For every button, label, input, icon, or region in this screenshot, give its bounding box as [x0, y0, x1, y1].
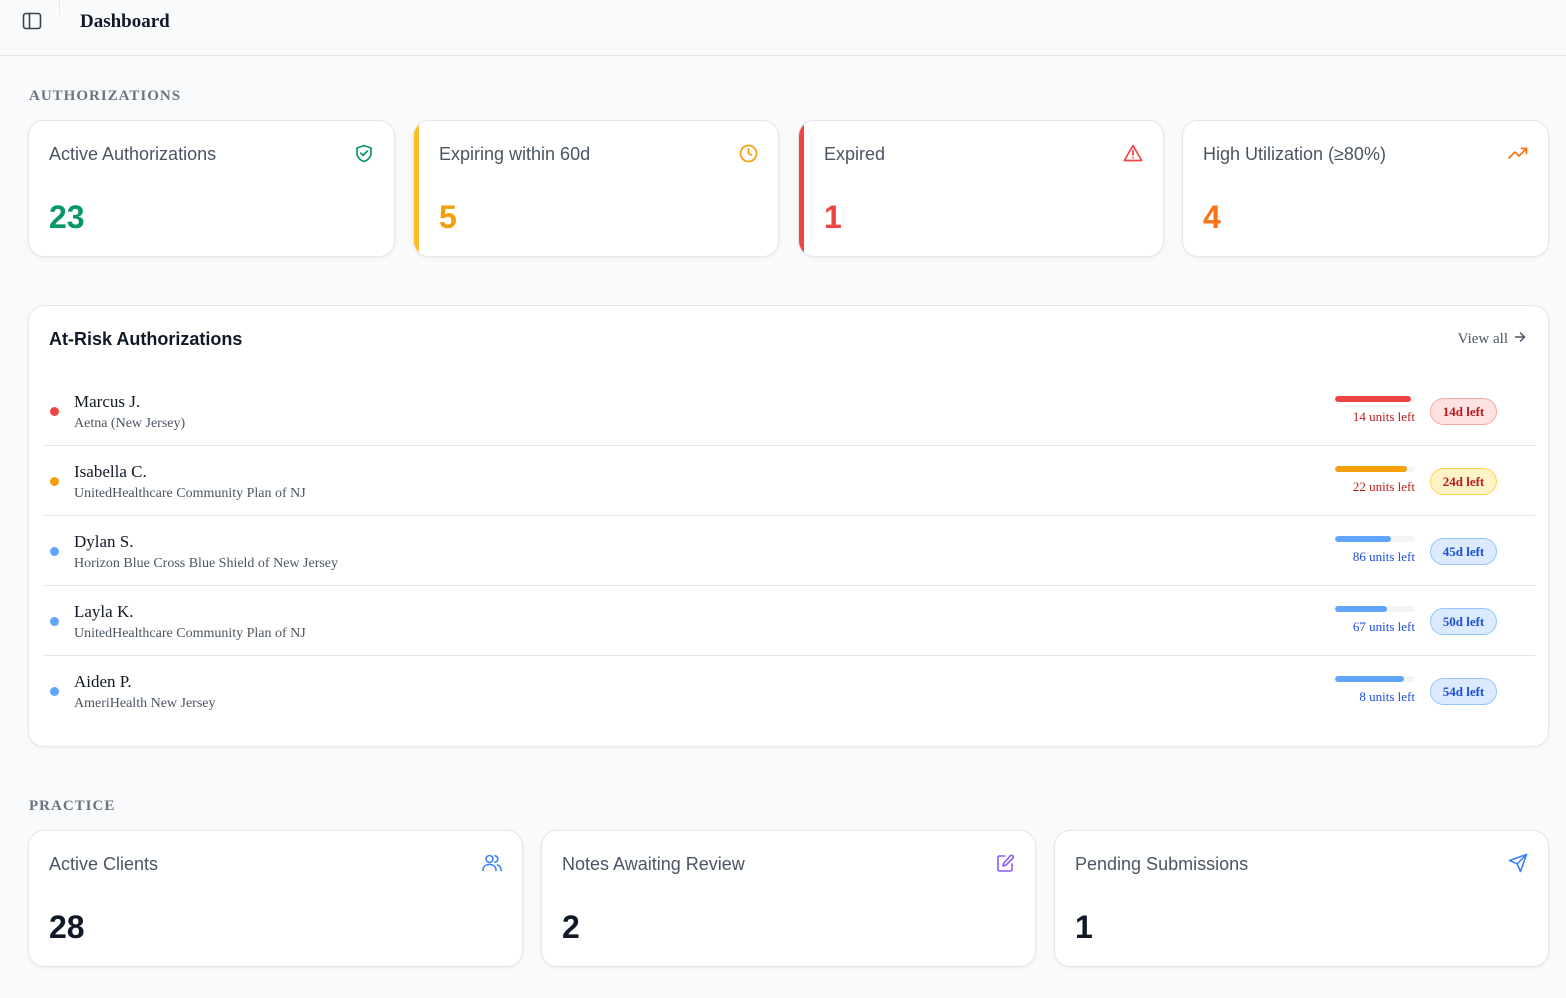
utilization-bar-fill: [1335, 676, 1404, 682]
card-accent-bar: [414, 121, 419, 256]
days-left-badge: 54d left: [1430, 678, 1497, 705]
client-name: Dylan S.: [74, 532, 134, 551]
shield-check-icon: [354, 143, 374, 163]
card-title: Active Clients: [49, 854, 159, 874]
utilization-bar-fill: [1335, 466, 1407, 472]
card-value: 28: [49, 909, 85, 945]
card-title: High Utilization (≥80%): [1203, 144, 1386, 164]
client-payer: AmeriHealth New Jersey: [74, 696, 216, 711]
card-value: 1: [824, 199, 842, 235]
client-name: Layla K.: [74, 602, 134, 621]
client-name: Isabella C.: [74, 462, 147, 481]
card-value: 2: [562, 909, 580, 945]
expiring-authorizations-card[interactable]: Expiring within 60d 5: [413, 120, 779, 257]
days-left-badge: 14d left: [1430, 398, 1497, 425]
utilization-bar: [1335, 536, 1415, 542]
card-value: 4: [1203, 199, 1221, 235]
edit-note-icon: [995, 853, 1015, 873]
at-risk-row[interactable]: Isabella C. UnitedHealthcare Community P…: [43, 446, 1535, 516]
high-utilization-card[interactable]: High Utilization (≥80%) 4: [1182, 120, 1549, 257]
arrow-right-icon: [1514, 331, 1526, 348]
authorizations-section-label: AUTHORIZATIONS: [29, 88, 182, 104]
page-title: Dashboard: [80, 11, 170, 32]
top-bar: Dashboard: [0, 0, 1566, 56]
utilization-bar: [1335, 676, 1415, 682]
card-title: Notes Awaiting Review: [562, 854, 745, 874]
status-dot: [50, 407, 59, 416]
client-name: Aiden P.: [74, 672, 132, 691]
card-title: Pending Submissions: [1075, 854, 1249, 874]
expired-authorizations-card[interactable]: Expired 1: [798, 120, 1164, 257]
status-dot: [50, 477, 59, 486]
active-clients-card[interactable]: Active Clients 28: [28, 830, 523, 967]
alert-triangle-icon: [1123, 143, 1143, 163]
clock-icon: [738, 143, 758, 163]
topbar-divider: [59, 0, 60, 14]
card-title: Expired: [824, 144, 886, 164]
active-authorizations-card[interactable]: Active Authorizations 23: [28, 120, 395, 257]
at-risk-row[interactable]: Dylan S. Horizon Blue Cross Blue Shield …: [43, 516, 1535, 586]
practice-section-label: PRACTICE: [29, 798, 116, 814]
client-name: Marcus J.: [74, 392, 141, 411]
client-payer: UnitedHealthcare Community Plan of NJ: [74, 626, 306, 641]
at-risk-title: At-Risk Authorizations: [49, 329, 243, 349]
utilization-bar: [1335, 466, 1415, 472]
card-title: Active Authorizations: [49, 144, 217, 164]
units-left: 8 units left: [1359, 689, 1415, 704]
users-icon: [482, 853, 502, 873]
trending-up-icon: [1508, 143, 1528, 163]
card-title: Expiring within 60d: [439, 144, 591, 164]
units-left: 67 units left: [1352, 619, 1415, 634]
at-risk-row[interactable]: Aiden P. AmeriHealth New Jersey 8 units …: [43, 656, 1535, 726]
utilization-bar: [1335, 606, 1415, 612]
at-risk-row[interactable]: Layla K. UnitedHealthcare Community Plan…: [43, 586, 1535, 656]
days-left-badge: 24d left: [1430, 468, 1497, 495]
days-left-badge: 45d left: [1430, 538, 1497, 565]
client-payer: UnitedHealthcare Community Plan of NJ: [74, 486, 306, 501]
utilization-bar-fill: [1335, 536, 1391, 542]
status-dot: [50, 687, 59, 696]
sidebar-toggle-icon[interactable]: [20, 10, 44, 32]
units-left: 14 units left: [1352, 409, 1415, 424]
send-icon: [1508, 853, 1528, 873]
units-left: 86 units left: [1352, 549, 1415, 564]
card-value: 23: [49, 199, 85, 235]
card-accent-bar: [799, 121, 804, 256]
client-payer: Aetna (New Jersey): [74, 416, 186, 431]
card-value: 5: [439, 199, 457, 235]
pending-submissions-card[interactable]: Pending Submissions 1: [1054, 830, 1549, 967]
utilization-bar-fill: [1335, 606, 1387, 612]
at-risk-authorizations-panel: At-Risk Authorizations View all Marcus J…: [28, 305, 1549, 747]
status-dot: [50, 547, 59, 556]
notes-awaiting-review-card[interactable]: Notes Awaiting Review 2: [541, 830, 1036, 967]
at-risk-row[interactable]: Marcus J. Aetna (New Jersey) 14 units le…: [43, 376, 1535, 446]
view-all-link[interactable]: View all: [1458, 331, 1526, 348]
view-all-label: View all: [1457, 331, 1508, 347]
utilization-bar: [1335, 396, 1415, 402]
days-left-badge: 50d left: [1430, 608, 1497, 635]
status-dot: [50, 617, 59, 626]
units-left: 22 units left: [1352, 479, 1415, 494]
client-payer: Horizon Blue Cross Blue Shield of New Je…: [74, 556, 339, 571]
card-value: 1: [1075, 909, 1093, 945]
utilization-bar-fill: [1335, 396, 1411, 402]
